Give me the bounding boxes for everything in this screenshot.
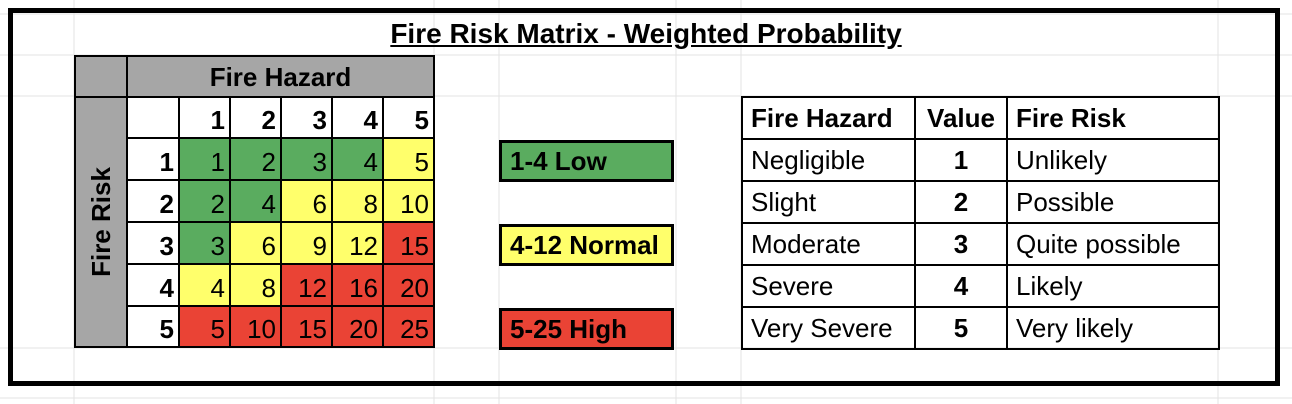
matrix-cell-low: 2 <box>178 179 231 223</box>
matrix-cell-high: 16 <box>331 263 384 307</box>
matrix-cell-normal: 6 <box>280 179 333 223</box>
reference-hazard: Severe <box>741 264 916 308</box>
risk-row-header: 2 <box>126 179 180 223</box>
matrix-cell-high: 25 <box>382 305 435 348</box>
reference-header-value: Value <box>914 96 1008 140</box>
reference-risk: Possible <box>1006 180 1220 224</box>
matrix-cell-high: 15 <box>280 305 333 348</box>
reference-hazard: Slight <box>741 180 916 224</box>
matrix-cell-normal: 10 <box>382 179 435 223</box>
risk-row-header: 4 <box>126 263 180 307</box>
reference-header-risk: Fire Risk <box>1006 96 1220 140</box>
reference-value: 5 <box>914 306 1008 350</box>
risk-row-header: 5 <box>126 305 180 348</box>
matrix-row: 3 3 6 9 12 15 <box>75 221 435 265</box>
matrix-frame <box>8 8 1280 386</box>
reference-row: Very Severe 5 Very likely <box>741 306 1220 350</box>
matrix-corner <box>74 55 128 98</box>
reference-risk: Likely <box>1006 264 1220 308</box>
matrix-cell-normal: 9 <box>280 221 333 265</box>
fire-risk-side-header: Fire Risk <box>74 96 128 348</box>
matrix-cell-normal: 8 <box>229 263 282 307</box>
matrix-cell-high: 10 <box>229 305 282 348</box>
matrix-blank-cell <box>126 96 180 139</box>
matrix-cell-low: 3 <box>280 137 333 181</box>
matrix-cell-high: 5 <box>178 305 231 348</box>
reference-value: 1 <box>914 138 1008 182</box>
hazard-column-header: 5 <box>382 96 435 139</box>
matrix-row: 4 4 8 12 16 20 <box>75 263 435 307</box>
matrix-cell-low: 1 <box>178 137 231 181</box>
reference-risk: Unlikely <box>1006 138 1220 182</box>
matrix-cell-normal: 12 <box>331 221 384 265</box>
risk-row-header: 3 <box>126 221 180 265</box>
legend-high: 5-25 High <box>499 308 674 350</box>
reference-row: Moderate 3 Quite possible <box>741 222 1220 266</box>
reference-row: Negligible 1 Unlikely <box>741 138 1220 182</box>
reference-hazard: Moderate <box>741 222 916 266</box>
matrix-cell-high: 20 <box>331 305 384 348</box>
fire-hazard-header: Fire Hazard <box>126 55 435 98</box>
matrix-cell-normal: 5 <box>382 137 435 181</box>
reference-row: Slight 2 Possible <box>741 180 1220 224</box>
reference-hazard: Very Severe <box>741 306 916 350</box>
reference-hazard: Negligible <box>741 138 916 182</box>
reference-table: Fire Hazard Value Fire Risk Negligible 1… <box>741 96 1220 350</box>
matrix-cell-high: 12 <box>280 263 333 307</box>
hazard-column-header: 3 <box>280 96 333 139</box>
reference-value: 4 <box>914 264 1008 308</box>
reference-value: 3 <box>914 222 1008 266</box>
matrix-row: 5 5 10 15 20 25 <box>75 305 435 348</box>
reference-risk: Very likely <box>1006 306 1220 350</box>
legend-normal: 4-12 Normal <box>499 224 674 266</box>
matrix-row: 2 2 4 6 8 10 <box>75 179 435 223</box>
matrix-cell-normal: 6 <box>229 221 282 265</box>
matrix-row: 1 1 2 3 4 5 <box>75 137 435 181</box>
matrix-cell-low: 4 <box>331 137 384 181</box>
matrix-cell-normal: 4 <box>178 263 231 307</box>
reference-row: Severe 4 Likely <box>741 264 1220 308</box>
risk-matrix: Fire Hazard Fire Risk 1 2 3 4 5 1 1 2 3 … <box>74 55 435 348</box>
reference-value: 2 <box>914 180 1008 224</box>
hazard-column-header: 2 <box>229 96 282 139</box>
reference-header-hazard: Fire Hazard <box>741 96 916 140</box>
reference-risk: Quite possible <box>1006 222 1220 266</box>
matrix-cell-normal: 8 <box>331 179 384 223</box>
reference-header-row: Fire Hazard Value Fire Risk <box>741 96 1220 140</box>
page-title: Fire Risk Matrix - Weighted Probability <box>390 18 902 49</box>
matrix-cell-low: 3 <box>178 221 231 265</box>
matrix-cell-high: 20 <box>382 263 435 307</box>
matrix-cell-high: 15 <box>382 221 435 265</box>
hazard-column-header: 4 <box>331 96 384 139</box>
hazard-column-header: 1 <box>178 96 231 139</box>
matrix-cell-low: 4 <box>229 179 282 223</box>
matrix-cell-low: 2 <box>229 137 282 181</box>
legend-low: 1-4 Low <box>499 140 674 182</box>
fire-risk-side-label: Fire Risk <box>86 167 116 277</box>
risk-row-header: 1 <box>126 137 180 181</box>
